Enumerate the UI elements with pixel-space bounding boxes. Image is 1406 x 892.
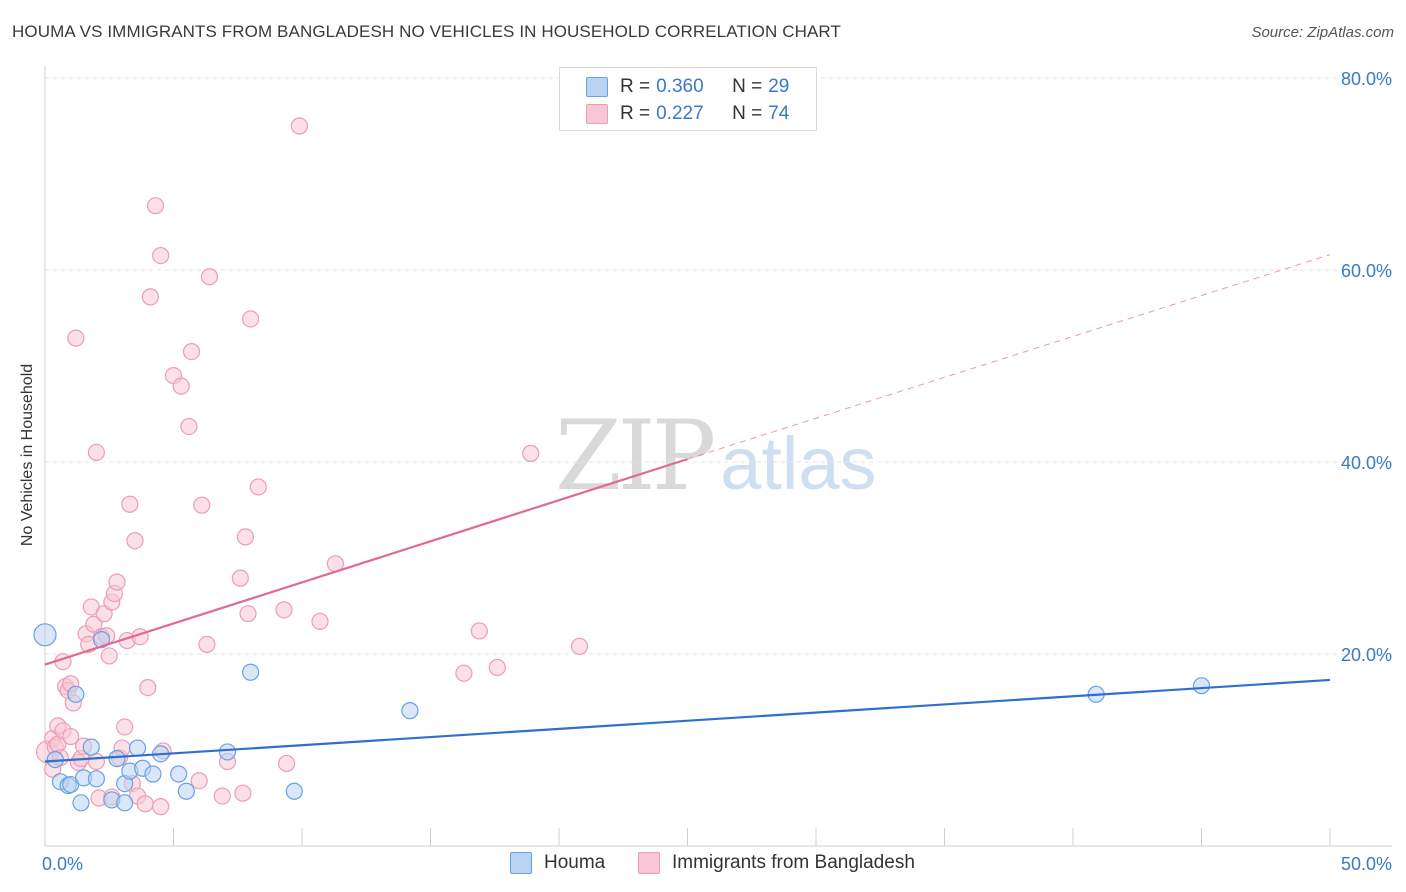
houma-legend-swatch	[510, 852, 532, 874]
bangladesh-point	[85, 615, 103, 633]
houma-point	[67, 685, 85, 703]
y-tick-label: 20.0%	[1341, 645, 1392, 665]
bangladesh-point	[121, 495, 139, 513]
houma-point	[87, 770, 106, 788]
r-value: 0.227	[656, 103, 704, 124]
bangladesh-point	[470, 622, 488, 640]
bangladesh-point	[234, 784, 252, 802]
bangladesh-point	[311, 612, 329, 630]
bangladesh-point	[200, 268, 219, 286]
bangladesh-point	[180, 417, 198, 436]
y-tick-label: 60.0%	[1341, 261, 1392, 281]
houma-point	[285, 782, 303, 800]
bangladesh-point	[239, 605, 257, 623]
bangladesh-point	[193, 496, 211, 514]
houma-point	[82, 738, 100, 756]
houma-point	[242, 663, 260, 681]
bangladesh-point	[141, 288, 159, 306]
houma-point	[144, 765, 162, 783]
bangladesh-point	[290, 117, 309, 135]
x-tick-label: 0.0%	[42, 854, 83, 874]
legend-label: Houma	[544, 852, 606, 873]
bangladesh-trend-line	[44, 458, 688, 666]
legend-label: Immigrants from Bangladesh	[672, 852, 915, 873]
bangladesh-point	[87, 443, 106, 461]
bangladesh-point	[198, 635, 216, 654]
bangladesh-swatch	[586, 104, 608, 124]
bangladesh-trend-extension	[687, 254, 1331, 460]
houma-point	[218, 743, 237, 761]
bangladesh-legend-swatch	[638, 852, 660, 874]
houma-point	[116, 794, 134, 812]
y-tick-label: 40.0%	[1341, 453, 1392, 473]
r-label: R =	[620, 76, 651, 97]
r-value: 0.360	[656, 76, 704, 97]
houma-point	[72, 794, 90, 812]
houma-swatch	[586, 77, 608, 97]
source-label: Source: ZipAtlas.com	[1251, 24, 1394, 41]
legend-item-houma[interactable]: Houma	[510, 852, 605, 874]
houma-point	[177, 782, 195, 800]
legend-correlation: R = 0.360 N = 29 R = 0.227 N = 74	[559, 67, 817, 131]
bangladesh-point	[249, 478, 267, 496]
n-label: N =	[732, 103, 763, 124]
houma-point	[1192, 677, 1211, 695]
bangladesh-point	[570, 637, 589, 655]
houma-point	[170, 765, 188, 783]
houma-point	[128, 739, 147, 757]
legend-row-houma: R = 0.360 N = 29	[586, 75, 789, 99]
bangladesh-point	[455, 664, 473, 682]
chart-title: HOUMA VS IMMIGRANTS FROM BANGLADESH NO V…	[12, 22, 841, 41]
bangladesh-point	[100, 647, 118, 665]
bangladesh-point	[146, 197, 165, 215]
legend-item-bangladesh[interactable]: Immigrants from Bangladesh	[638, 852, 915, 874]
bangladesh-point	[236, 528, 255, 546]
bangladesh-point	[136, 795, 154, 813]
bangladesh-point	[231, 569, 249, 587]
houma-point	[33, 623, 57, 647]
bangladesh-point	[522, 444, 540, 462]
houma-point	[401, 702, 419, 720]
bangladesh-point	[87, 752, 106, 771]
houma-trend-line	[44, 678, 1331, 763]
bangladesh-point	[116, 718, 134, 736]
legend-row-bangladesh: R = 0.227 N = 74	[586, 102, 789, 126]
bangladesh-point	[126, 532, 144, 550]
bangladesh-point	[152, 247, 170, 265]
houma-point	[108, 750, 126, 768]
n-value: 29	[768, 76, 790, 97]
bangladesh-point	[172, 377, 190, 395]
bangladesh-point	[275, 601, 293, 619]
bangladesh-point	[152, 798, 170, 816]
bangladesh-point	[242, 310, 260, 328]
bangladesh-point	[182, 343, 201, 361]
bangladesh-point	[139, 678, 157, 697]
bangladesh-point	[190, 772, 208, 790]
bangladesh-point	[67, 329, 85, 347]
y-tick-label: 80.0%	[1341, 69, 1392, 89]
x-tick-label: 50.0%	[1341, 854, 1392, 874]
bangladesh-point	[108, 573, 126, 591]
n-value: 74	[768, 103, 790, 124]
bangladesh-point	[213, 787, 231, 805]
bangladesh-point	[488, 658, 506, 677]
r-label: R =	[620, 103, 651, 124]
bangladesh-point	[62, 727, 80, 746]
legend-series: Houma Immigrants from Bangladesh	[0, 852, 1406, 878]
bangladesh-point	[277, 754, 296, 773]
n-label: N =	[732, 76, 763, 97]
